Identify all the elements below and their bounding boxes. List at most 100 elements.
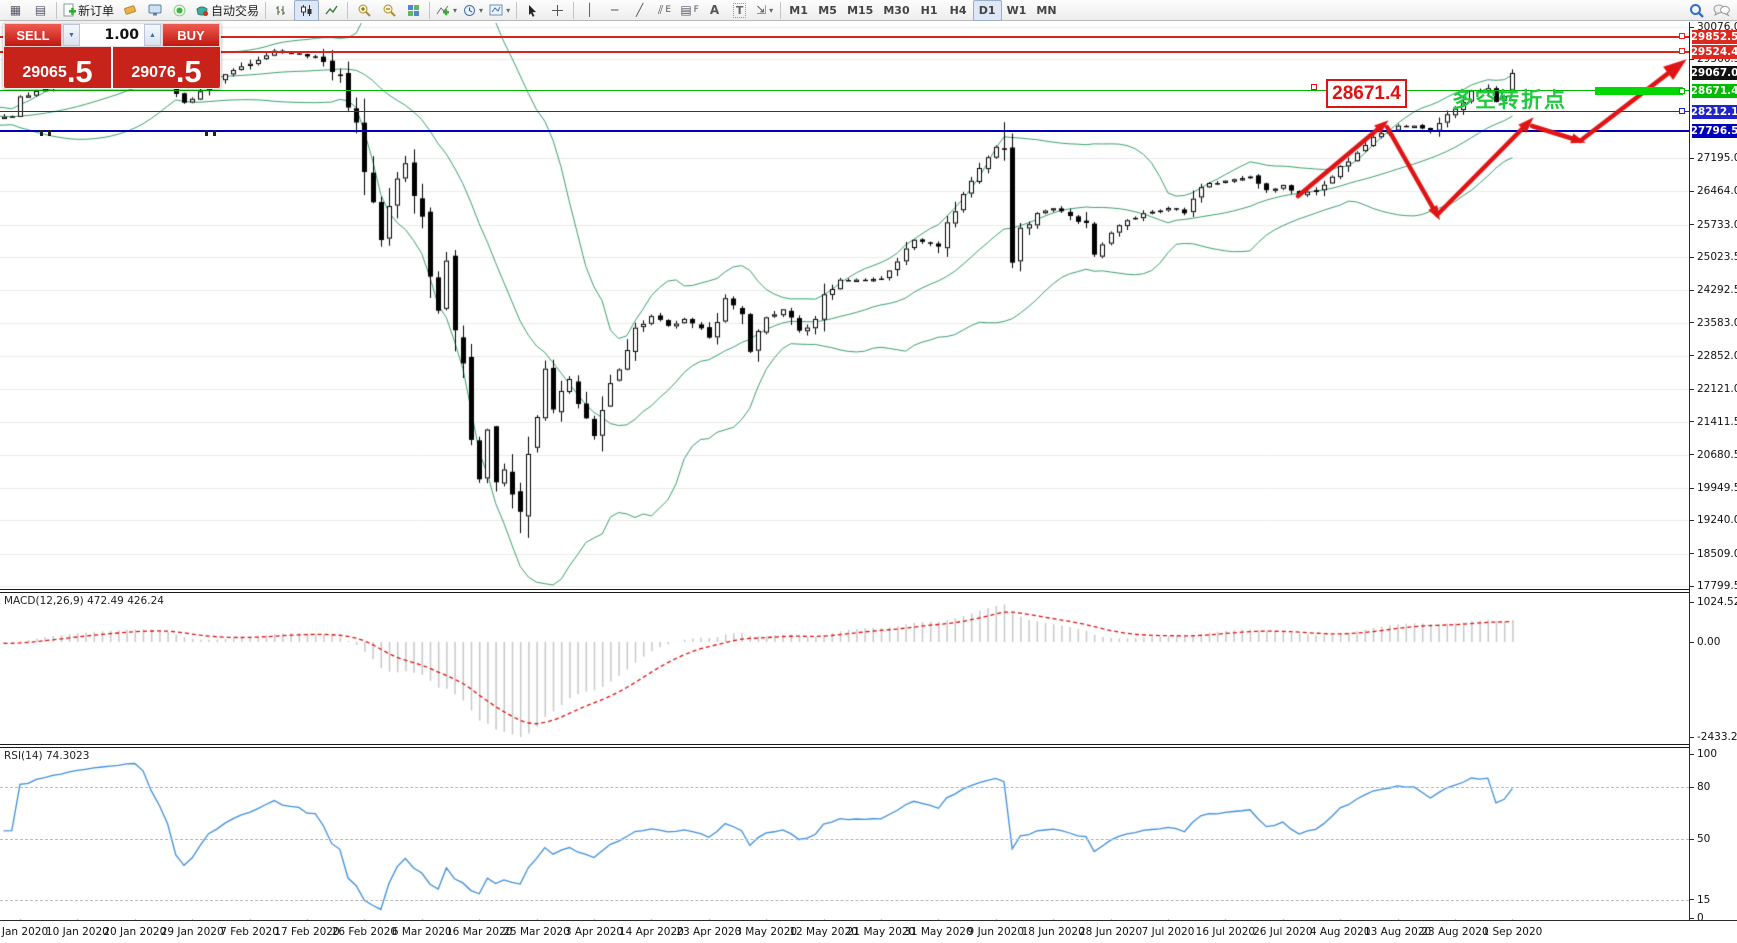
crosshair-button[interactable] xyxy=(545,0,570,21)
price-tick-dash xyxy=(1690,190,1694,192)
dropdown-arrow-icon: ▾ xyxy=(769,5,774,15)
hline-29852.5[interactable] xyxy=(0,36,1689,39)
price-axis[interactable]: 30076.0 29366.5 27195.0 26464.0 25733.0 25023… xyxy=(1689,21,1737,924)
fibo-label: F xyxy=(693,5,699,15)
price-tick-label: 18509.0 xyxy=(1697,547,1737,560)
hline-28671.4[interactable] xyxy=(0,90,1689,92)
timeframe-button-M1[interactable]: M1 xyxy=(789,3,808,17)
new-order-button[interactable]: 新订单 xyxy=(60,0,117,21)
clock-icon xyxy=(463,4,476,17)
rsi-name: RSI(14) xyxy=(4,750,43,762)
buy-price-display[interactable]: 29076.5 xyxy=(113,47,220,88)
price-tick-dash xyxy=(1690,553,1694,555)
timeframe-button-H1[interactable]: H1 xyxy=(920,3,938,17)
timeframe-button-H4[interactable]: H4 xyxy=(949,3,967,17)
sell-button[interactable]: SELL xyxy=(4,23,62,47)
macd-panel-separator[interactable] xyxy=(0,589,1737,593)
line-anchor-handle[interactable] xyxy=(1679,48,1685,54)
rsi-value: 74.3023 xyxy=(45,750,90,762)
data-window-button[interactable]: ▤ xyxy=(28,0,53,21)
toolbar-separator xyxy=(347,1,349,19)
timeframe-button-M15[interactable]: M15 xyxy=(847,3,874,17)
text-tool-button[interactable]: A xyxy=(702,0,727,21)
shapes-arrows-icon: ⇲ xyxy=(756,3,767,17)
new-order-label: 新订单 xyxy=(78,3,115,18)
price-tick-dash xyxy=(1690,289,1694,291)
sell-label: SELL xyxy=(16,27,50,43)
volume-increase-button[interactable]: ▲ xyxy=(144,24,161,46)
price-tick-dash xyxy=(1690,355,1694,357)
periods-button[interactable]: ▾ xyxy=(460,0,486,21)
search-button[interactable] xyxy=(1684,0,1709,21)
signals-button[interactable] xyxy=(167,0,192,21)
chart-grid-icon: ▦ xyxy=(9,3,22,17)
price-label-box[interactable]: 28671.4 xyxy=(1326,79,1407,108)
bar-chart-button[interactable] xyxy=(269,0,294,21)
label-tool-button[interactable]: T xyxy=(727,0,752,21)
price-tick-dash xyxy=(1690,487,1694,489)
templates-button[interactable]: ▾ xyxy=(486,0,513,21)
rsi-tick-dash xyxy=(1690,838,1694,840)
timeframe-button-M30[interactable]: M30 xyxy=(883,3,910,17)
charts-button[interactable]: ▦ xyxy=(3,0,28,21)
macd-tick-dash xyxy=(1690,736,1694,738)
auto-trading-button[interactable]: 自动交易 xyxy=(192,0,262,21)
toolbar-separator xyxy=(265,1,267,19)
line-anchor-handle[interactable] xyxy=(1311,84,1317,90)
cursor-button[interactable] xyxy=(520,0,545,21)
cursor-arrow-icon xyxy=(527,4,538,17)
timeframe-button-D1[interactable]: D1 xyxy=(972,0,1002,21)
indicators-icon xyxy=(436,4,450,17)
toolbar-separator xyxy=(516,1,518,19)
terminal-button[interactable] xyxy=(142,0,167,21)
hline-28212.1[interactable] xyxy=(0,111,1689,113)
volume-input[interactable] xyxy=(80,24,144,46)
fibonacci-icon: ▤ xyxy=(680,3,692,17)
channel-button[interactable]: ⫽ E xyxy=(652,0,677,21)
price-tick-dash xyxy=(1690,421,1694,423)
sell-price-int: 29065 xyxy=(22,64,67,81)
macd-name: MACD(12,26,9) xyxy=(4,595,84,607)
line-anchor-handle[interactable] xyxy=(1679,33,1685,39)
indicators-button[interactable]: ▾ xyxy=(433,0,460,21)
buy-label: BUY xyxy=(177,27,205,43)
chat-button[interactable] xyxy=(1709,0,1734,21)
horizontal-line-button[interactable]: ─ xyxy=(602,0,627,21)
timeframe-button-W1[interactable]: W1 xyxy=(1006,3,1027,17)
line-chart-button[interactable] xyxy=(319,0,344,21)
vertical-line-button[interactable]: │ xyxy=(577,0,602,21)
macd-tick-label: -2433.25 xyxy=(1697,731,1737,743)
main-toolbar: ▦ ▤ 新订单 自动交易 ▾ ▾ ▾ │ ─ ╱ ⫽ E ▤ F xyxy=(0,0,1737,21)
line-anchor-handle[interactable] xyxy=(1679,88,1685,94)
price-tick-label: 23583.0 xyxy=(1697,316,1737,329)
zoom-in-icon xyxy=(357,3,371,17)
toolbar-separator xyxy=(780,1,782,19)
chat-icon xyxy=(1713,3,1730,17)
eraser-button[interactable] xyxy=(117,0,142,21)
price-tick-dash xyxy=(1690,519,1694,521)
trendline-button[interactable]: ╱ xyxy=(627,0,652,21)
sell-price-display[interactable]: 29065.5 xyxy=(4,47,111,88)
candlestick-chart-button[interactable] xyxy=(294,0,320,21)
volume-decrease-button[interactable]: ▼ xyxy=(63,24,80,46)
price-badge-28671.4: 28671.4 xyxy=(1690,83,1737,98)
zoom-out-button[interactable] xyxy=(376,0,401,21)
fibonacci-button[interactable]: ▤ F xyxy=(677,0,702,21)
price-badge-29852.5: 29852.5 xyxy=(1690,30,1737,45)
rsi-panel-separator[interactable] xyxy=(0,744,1737,748)
cn-annotation-text[interactable]: 多空转折点 xyxy=(1452,89,1567,112)
timeframe-button-MN[interactable]: MN xyxy=(1036,3,1057,17)
timeframe-button-M5[interactable]: M5 xyxy=(818,3,837,17)
line-anchor-handle[interactable] xyxy=(1679,108,1685,114)
zoom-in-button[interactable] xyxy=(351,0,376,21)
hline-27796.5[interactable] xyxy=(0,129,1689,132)
tile-windows-button[interactable] xyxy=(401,0,426,21)
buy-button[interactable]: BUY xyxy=(162,23,220,47)
shapes-button[interactable]: ⇲ ▾ xyxy=(752,0,777,21)
price-tick-label: 24292.5 xyxy=(1697,284,1737,297)
hline-29524.4[interactable] xyxy=(0,51,1689,54)
support-band[interactable] xyxy=(1595,87,1683,95)
